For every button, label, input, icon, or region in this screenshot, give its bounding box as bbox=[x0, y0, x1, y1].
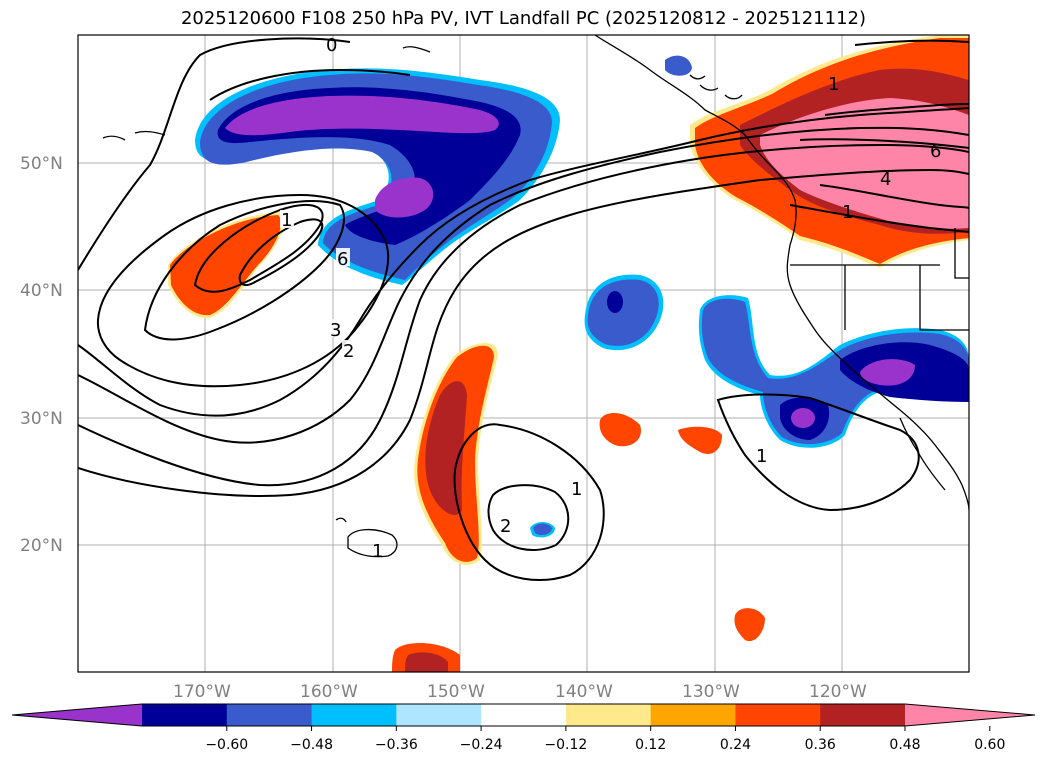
lat-label-40n: 40°N bbox=[20, 281, 63, 301]
latitude-labels: 50°N 40°N 30°N 20°N bbox=[20, 154, 63, 556]
colorbar-tick-label: 0.36 bbox=[805, 737, 836, 753]
colorbar-tick-label: 0.48 bbox=[889, 737, 920, 753]
colorbar-tick-label: −0.48 bbox=[290, 737, 333, 753]
negative-pv-region-north bbox=[195, 55, 692, 286]
colorbar-tick-label: 0.12 bbox=[635, 737, 666, 753]
negative-pv-region-east bbox=[698, 295, 969, 448]
colorbar-segment bbox=[226, 704, 313, 726]
contour-label: 1 bbox=[842, 202, 853, 223]
lat-label-50n: 50°N bbox=[20, 154, 63, 174]
positive-pv-region-west bbox=[168, 212, 284, 319]
map-border bbox=[77, 34, 970, 673]
contour-label: 1 bbox=[281, 210, 292, 231]
colorbar-tick-label: 0.60 bbox=[974, 737, 1005, 753]
contour-label: 2 bbox=[343, 341, 354, 362]
colorbar-tick-label: 0.24 bbox=[720, 737, 751, 753]
pc-contours bbox=[78, 37, 969, 581]
positive-pv-region-central bbox=[392, 342, 765, 672]
colorbar-extend-min bbox=[12, 704, 142, 726]
colorbar: −0.60 −0.48 −0.36 −0.24 −0.12 0.12 0.24 0.36 0.4… bbox=[11, 703, 1036, 753]
colorbar-tick-label: −0.24 bbox=[460, 737, 503, 753]
colorbar-tick-label: −0.60 bbox=[205, 737, 248, 753]
lon-label-170w: 170°W bbox=[173, 682, 231, 702]
colorbar-segment bbox=[481, 704, 567, 726]
lon-label-150w: 150°W bbox=[427, 682, 485, 702]
colorbar-segment bbox=[650, 704, 736, 726]
contour-label: 1 bbox=[756, 446, 767, 467]
contour-label: 6 bbox=[930, 141, 941, 162]
colorbar-segment bbox=[735, 704, 821, 726]
colorbar-extend-max bbox=[905, 704, 1035, 726]
negative-pv-region-central bbox=[530, 274, 664, 538]
lon-label-160w: 160°W bbox=[300, 682, 358, 702]
colorbar-tick-label: −0.12 bbox=[544, 737, 587, 753]
contour-label: 2 bbox=[500, 516, 511, 537]
lon-label-120w: 120°W bbox=[809, 682, 867, 702]
longitude-labels: 170°W 160°W 150°W 140°W 130°W 120°W bbox=[173, 682, 867, 702]
contour-label: 0 bbox=[326, 35, 337, 56]
contour-label: 1 bbox=[828, 74, 839, 95]
contour-label: 1 bbox=[571, 479, 582, 500]
lon-label-130w: 130°W bbox=[682, 682, 740, 702]
colorbar-outline bbox=[11, 703, 1036, 727]
contour-label: 1 bbox=[372, 541, 383, 562]
map-title: 2025120600 F108 250 hPa PV, IVT Landfall… bbox=[180, 8, 867, 29]
contour-label: 6 bbox=[337, 249, 348, 270]
lat-label-20n: 20°N bbox=[20, 536, 63, 556]
colorbar-segment bbox=[820, 704, 906, 726]
colorbar-segment bbox=[142, 704, 228, 726]
contour-label: 4 bbox=[880, 169, 891, 190]
contour-labels: 1 6 3 2 1 2 1 6 4 1 1 1 0 bbox=[280, 35, 941, 562]
colorbar-segment bbox=[396, 704, 482, 726]
map-content: 1 6 3 2 1 2 1 6 4 1 1 1 0 bbox=[78, 35, 969, 672]
contour-label: 3 bbox=[330, 320, 341, 341]
colorbar-segment bbox=[311, 704, 397, 726]
lat-label-30n: 30°N bbox=[20, 409, 63, 429]
colorbar-segment bbox=[565, 704, 652, 726]
lon-label-140w: 140°W bbox=[555, 682, 613, 702]
colorbar-tick-label: −0.36 bbox=[375, 737, 418, 753]
